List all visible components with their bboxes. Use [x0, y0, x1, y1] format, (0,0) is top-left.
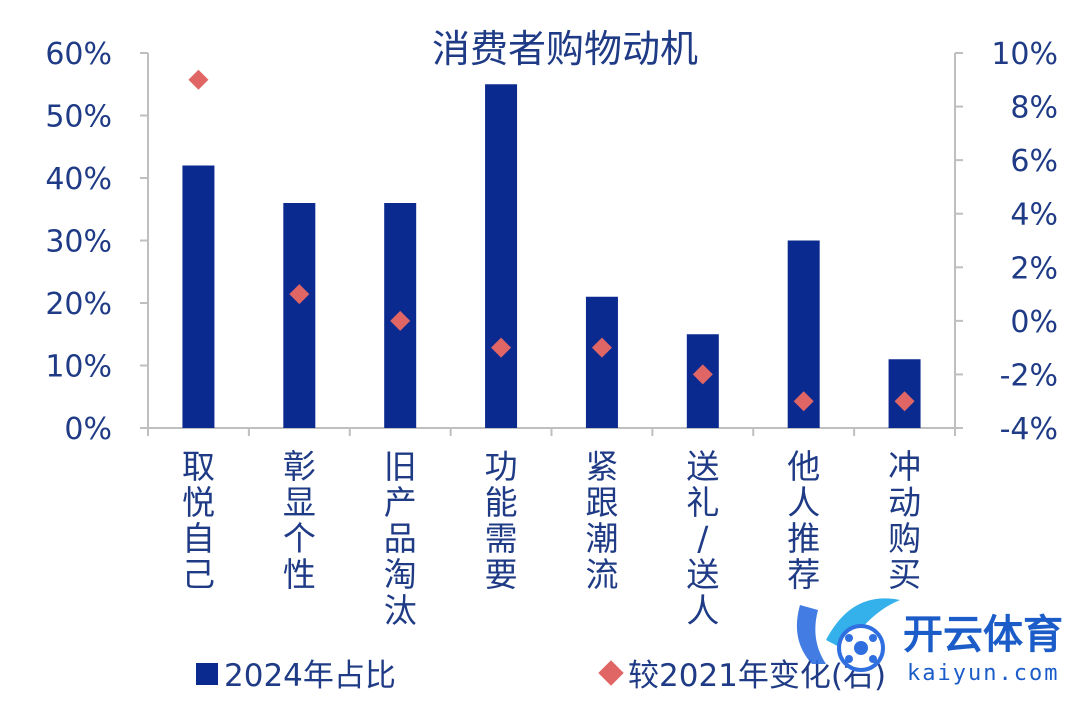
right-tick-label: -4% [1000, 412, 1058, 447]
category-label-char: 彰 [283, 447, 316, 486]
category-label-char: 荐 [787, 555, 820, 594]
legend-bar-label: 2024年占比 [224, 658, 396, 694]
marker-point [793, 391, 814, 412]
right-tick-label: 4% [1010, 198, 1058, 233]
category-label-char: 能 [485, 483, 518, 522]
category-label-char: 人 [787, 483, 820, 522]
category-label-char: 购 [888, 519, 921, 558]
category-label-char: 显 [283, 483, 316, 522]
category-label-char: 推 [787, 519, 820, 558]
watermark-brand-cn: 开云体育 [903, 612, 1063, 658]
marker-point [390, 310, 411, 331]
bar [283, 203, 316, 428]
right-tick-label: 2% [1010, 251, 1058, 286]
category-label-char: 跟 [585, 483, 618, 522]
category-label-char: 送 [686, 447, 719, 486]
marker-point [491, 337, 512, 358]
watermark: 开云体育 kaiyun.com [796, 598, 1063, 686]
category-label-char: 潮 [585, 519, 618, 558]
legend-bar-swatch [196, 663, 218, 685]
category-label-char: 淘 [384, 555, 417, 594]
category-label-char: 悦 [182, 483, 215, 522]
bar [585, 296, 618, 428]
category-label-char: 产 [384, 483, 417, 522]
left-tick-label: 20% [45, 287, 112, 322]
category-label-char: 他 [787, 447, 820, 486]
legend-marker-swatch [598, 660, 624, 686]
category-label-char: 动 [888, 483, 921, 522]
category-label-char: 功 [485, 447, 518, 486]
category-label-char: 个 [283, 519, 316, 558]
right-tick-label: 6% [1010, 144, 1058, 179]
marker-point [894, 391, 915, 412]
category-label-char: 紧 [585, 447, 618, 486]
category-label-char: 性 [283, 555, 316, 594]
left-tick-label: 40% [45, 162, 112, 197]
marker-point [692, 364, 713, 385]
right-tick-label: -2% [1000, 358, 1058, 393]
marker-point [188, 69, 209, 90]
marker-series [188, 69, 915, 412]
category-label-char: 取 [182, 447, 215, 486]
category-label-char: 送 [686, 555, 719, 594]
kaiyun-logo-icon [796, 598, 900, 672]
left-axis: 0% 10% 20% 30% 40% 50% 60% [45, 37, 149, 447]
right-tick-label: 10% [991, 37, 1058, 72]
x-axis [147, 427, 956, 436]
legend: 2024年占比 较2021年变化(右) [196, 658, 886, 694]
category-label-char: 冲 [888, 447, 921, 486]
legend-marker-label: 较2021年变化(右) [628, 658, 886, 694]
bar-series [182, 84, 921, 428]
left-tick-label: 30% [45, 225, 112, 260]
category-label-char: 礼 [686, 483, 719, 522]
right-tick-label: 0% [1010, 305, 1058, 340]
category-label-char: 流 [585, 555, 618, 594]
category-label-char: 买 [888, 555, 921, 594]
category-label-char: 需 [485, 519, 518, 558]
category-label-char: 要 [485, 555, 518, 594]
category-label-char: 自 [182, 519, 215, 558]
category-label: 送礼/送人 [686, 447, 719, 630]
category-label-char: / [697, 519, 709, 558]
chart-title: 消费者购物动机 [432, 27, 698, 71]
category-label-char: 品 [384, 519, 417, 558]
bar [485, 84, 518, 428]
category-label-char: 汰 [384, 591, 417, 630]
marker-point [591, 337, 612, 358]
right-axis: -4% -2% 0% 2% 4% 6% 8% 10% [954, 37, 1058, 447]
marker-point [289, 284, 310, 305]
watermark-brand-en: kaiyun.com [907, 661, 1059, 686]
category-label-char: 己 [182, 555, 215, 594]
left-tick-label: 0% [64, 412, 112, 447]
left-tick-label: 60% [45, 37, 112, 72]
right-tick-label: 8% [1010, 91, 1058, 126]
category-label-char: 旧 [384, 447, 417, 486]
left-tick-label: 10% [45, 350, 112, 385]
left-tick-label: 50% [45, 100, 112, 135]
category-label-char: 人 [686, 591, 719, 630]
bar [182, 165, 215, 428]
